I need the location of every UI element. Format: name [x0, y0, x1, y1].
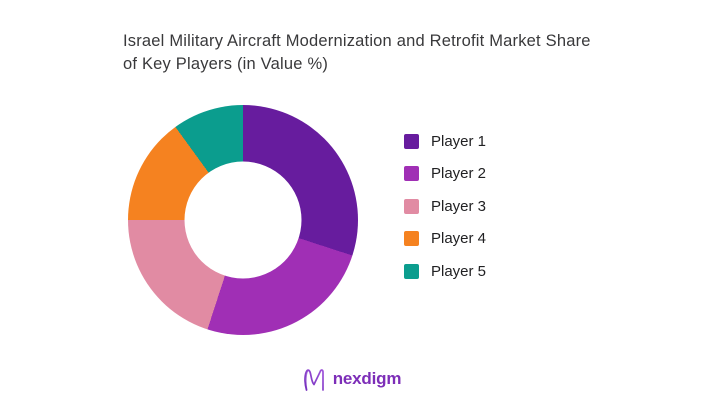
- legend-label: Player 4: [431, 230, 487, 247]
- nexdigm-logo: nexdigm: [0, 364, 703, 394]
- legend-item: Player 3: [404, 197, 487, 215]
- legend-label: Player 5: [431, 262, 487, 280]
- legend-swatch: [404, 263, 419, 279]
- nexdigm-logo-icon: [303, 369, 324, 391]
- legend-swatch: [404, 166, 419, 181]
- legend-swatch: [404, 133, 419, 149]
- donut-chart: [128, 105, 358, 335]
- legend-label: Player 2: [431, 165, 487, 182]
- legend-item: Player 2: [404, 165, 487, 182]
- donut-hole: [184, 161, 302, 279]
- legend-label: Player 1: [431, 132, 487, 150]
- legend-swatch: [404, 231, 419, 246]
- legend-swatch: [404, 198, 419, 214]
- legend-item: Player 5: [404, 262, 487, 280]
- chart-title: Israel Military Aircraft Modernization a…: [123, 32, 591, 73]
- nexdigm-logo-text: nexdigm: [332, 369, 402, 388]
- legend-item: Player 4: [404, 230, 487, 247]
- legend: Player 1 Player 2 Player 3 Player 4 Play…: [404, 133, 486, 296]
- legend-label: Player 3: [431, 197, 487, 215]
- legend-item: Player 1: [404, 132, 487, 150]
